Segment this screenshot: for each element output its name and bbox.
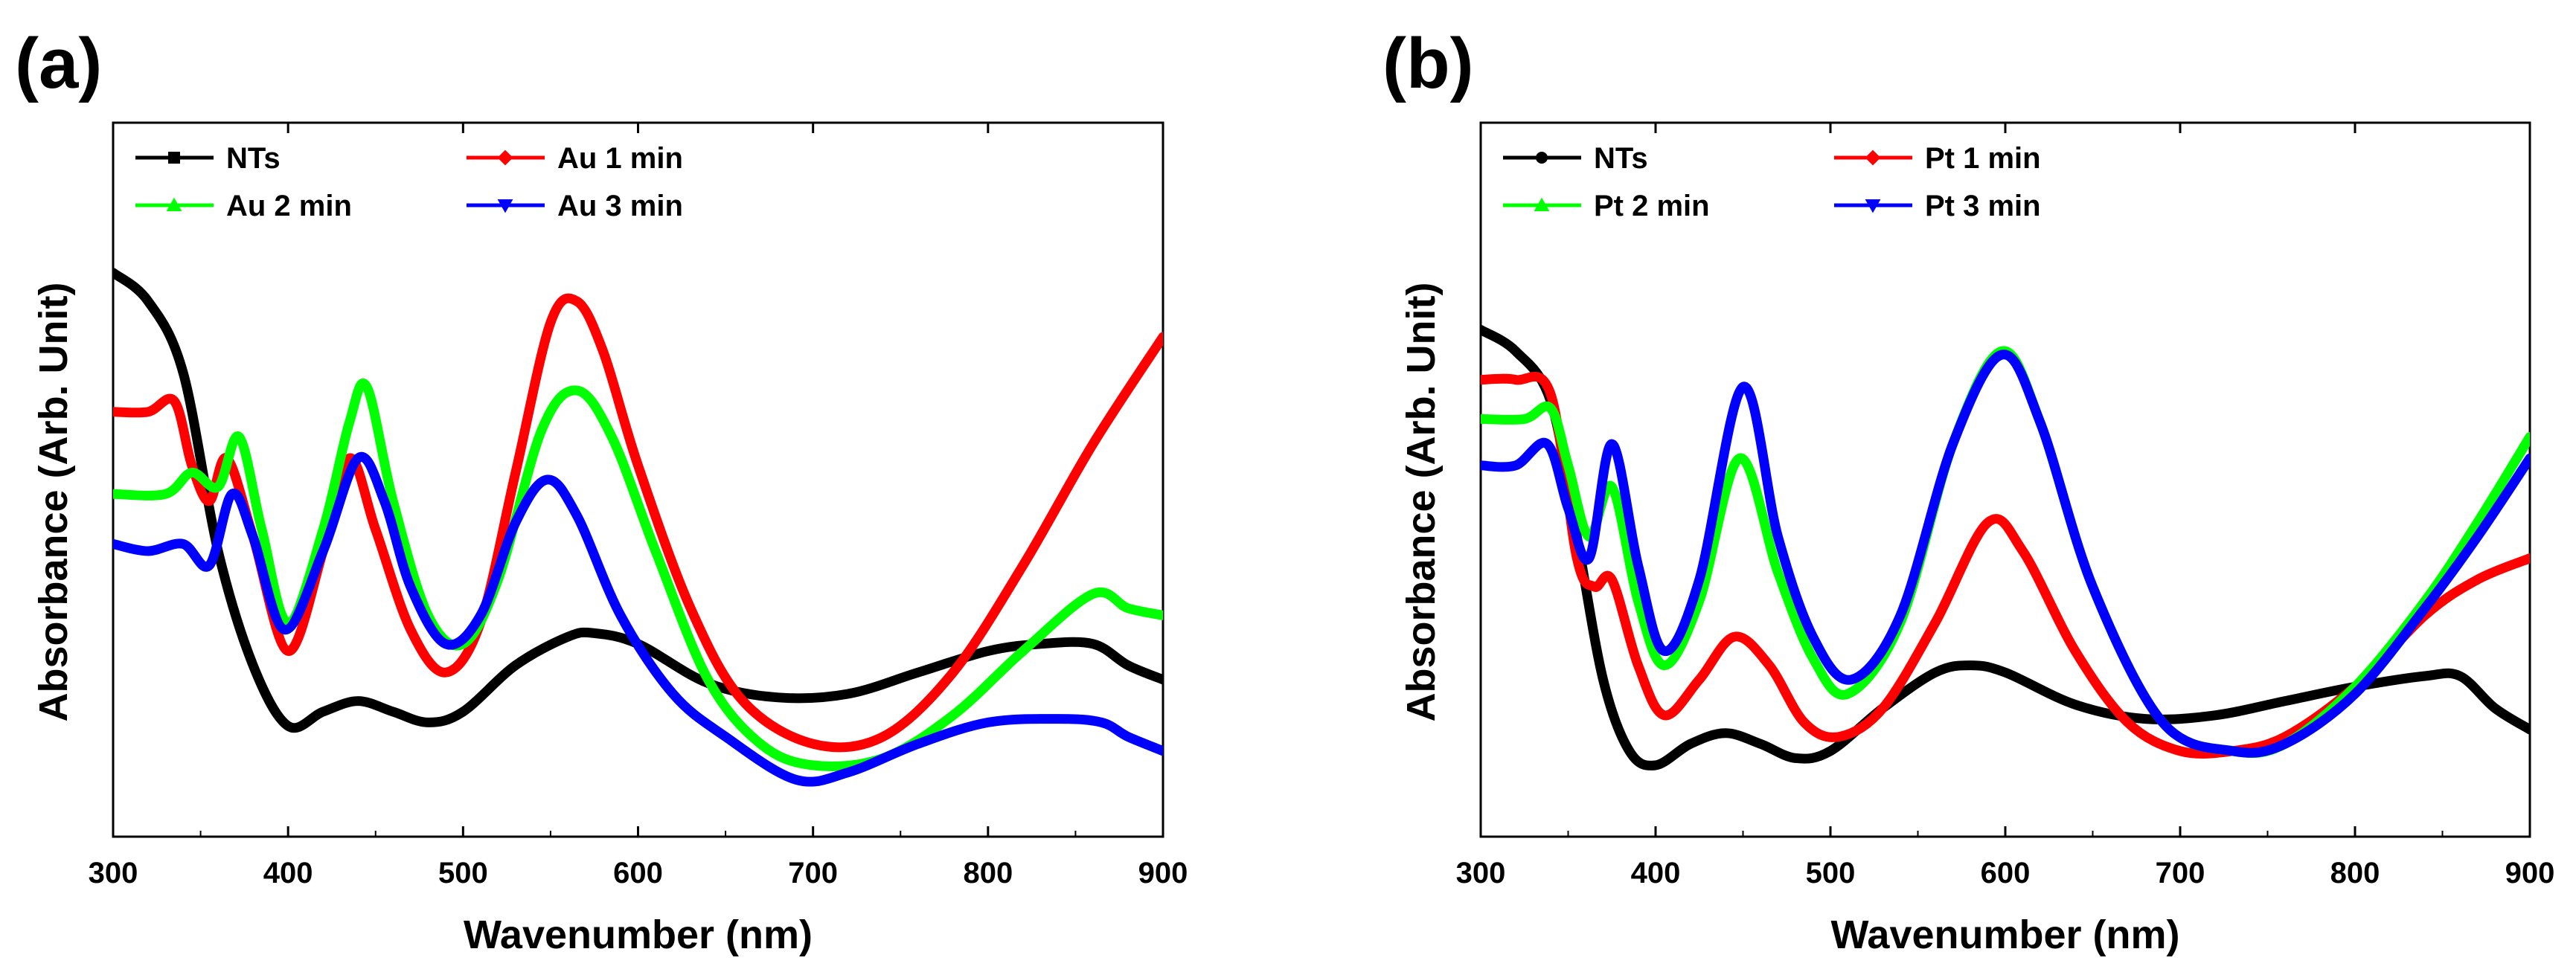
legend-marker-icon: [166, 197, 182, 211]
x-tick-label: 700: [2156, 857, 2205, 889]
y-axis-title: Absorbance (Arb. Unit): [1399, 282, 1444, 721]
x-axis-title: Wavenumber (nm): [464, 913, 813, 957]
legend-label: Pt 2 min: [1594, 190, 1710, 222]
series-line-nts: [113, 268, 1163, 733]
x-tick-label: 900: [1138, 857, 1188, 889]
legend-marker-icon: [497, 149, 513, 166]
x-tick-label: 400: [1631, 857, 1681, 889]
x-tick-label: 300: [89, 857, 138, 889]
plot-frame: [1479, 121, 2531, 838]
x-tick-label: 900: [2505, 857, 2555, 889]
x-tick-label: 700: [788, 857, 838, 889]
legend-label: Au 3 min: [557, 190, 683, 222]
legend-marker-icon: [1865, 199, 1881, 213]
legend: NTs Pt 1 min Pt 2 min Pt 3 min: [1503, 142, 2041, 222]
legend-label: NTs: [1594, 142, 1648, 175]
legend-label: NTs: [226, 142, 281, 175]
legend-label: Pt 1 min: [1925, 142, 2041, 175]
x-tick-label: 800: [2330, 857, 2380, 889]
legend-label: Au 1 min: [557, 142, 683, 175]
panel-label-b: (b): [1382, 24, 1474, 103]
series-line-au-1-min: [113, 293, 1163, 753]
x-tick-label: 300: [1456, 857, 1506, 889]
legend-marker-icon: [497, 199, 513, 213]
series-line-pt-1-min: [1481, 371, 2530, 759]
series-group: [113, 268, 1163, 787]
y-axis-title: Absorbance (Arb. Unit): [31, 282, 76, 721]
series-group: [1481, 324, 2530, 770]
legend-marker-icon: [168, 152, 180, 164]
x-tick-label: 400: [263, 857, 313, 889]
x-tick-label: 800: [963, 857, 1013, 889]
chart-panel-a: 300 400 500 600 700 800 900 Wavenumber (nm) Abso…: [31, 121, 1188, 957]
x-tick-label: 500: [438, 857, 488, 889]
legend-marker-icon: [1534, 197, 1550, 211]
panel-label-a: (a): [15, 24, 102, 103]
legend-marker-icon: [1865, 149, 1881, 166]
series-line-pt-3-min: [1481, 350, 2530, 758]
legend-marker-icon: [1536, 152, 1548, 164]
series-line-au-3-min: [113, 451, 1163, 787]
legend: NTs Au 1 min Au 2 min Au 3 min: [135, 142, 683, 222]
x-tick-label: 600: [613, 857, 663, 889]
legend-label: Pt 3 min: [1925, 190, 2041, 222]
chart-panel-b: 300 400 500 600 700 800 900 Wavenumber (nm) Abso…: [1399, 121, 2555, 957]
x-tick-label: 600: [1981, 857, 2031, 889]
legend-label: Au 2 min: [226, 190, 352, 222]
x-tick-label: 500: [1806, 857, 1856, 889]
x-axis-title: Wavenumber (nm): [1830, 913, 2179, 957]
